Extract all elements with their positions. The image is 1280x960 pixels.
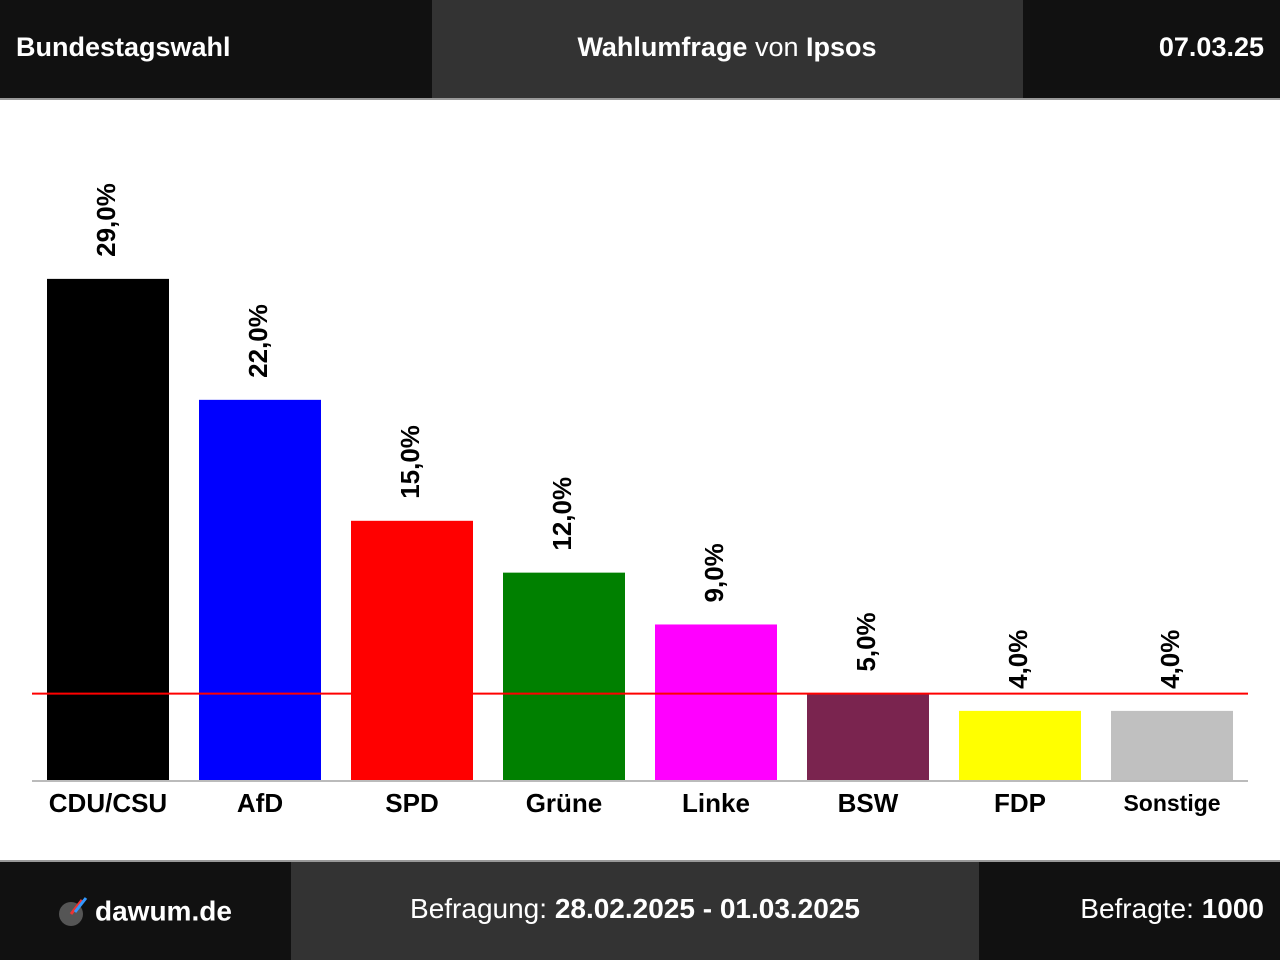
value-label: 9,0% bbox=[699, 543, 729, 602]
footer-border bbox=[0, 860, 1280, 862]
value-label: 15,0% bbox=[395, 425, 425, 499]
bar bbox=[199, 399, 321, 780]
header-title: Wahlumfrage von Ipsos bbox=[577, 32, 876, 62]
sample-label: Befragte: bbox=[1080, 893, 1194, 924]
x-tick-label: AfD bbox=[237, 788, 283, 818]
title-mid: von bbox=[755, 32, 799, 62]
x-tick-label: FDP bbox=[994, 788, 1046, 818]
period-label: Befragung: bbox=[410, 893, 547, 924]
header-left: Bundestagswahl bbox=[16, 32, 231, 62]
header-date: 07.03.25 bbox=[1159, 32, 1264, 62]
value-label: 4,0% bbox=[1155, 630, 1185, 689]
x-tick-label: Sonstige bbox=[1123, 790, 1220, 816]
bar bbox=[959, 710, 1081, 780]
x-tick-label: BSW bbox=[838, 788, 899, 818]
logo-icon bbox=[59, 897, 88, 926]
bar bbox=[47, 278, 169, 780]
footer-sample: Befragte: 1000 bbox=[1080, 893, 1264, 924]
bar bbox=[807, 693, 929, 780]
footer-mid-bg bbox=[291, 862, 979, 960]
value-label: 22,0% bbox=[243, 304, 273, 378]
title-source: Ipsos bbox=[806, 32, 877, 62]
period-value: 28.02.2025 - 01.03.2025 bbox=[555, 893, 860, 924]
sample-value: 1000 bbox=[1202, 893, 1264, 924]
footer-right-bg bbox=[979, 862, 1280, 960]
plot: 29,0% CDU/CSU 22,0% AfD 15,0% SPD 12,0% Grüne 9,… bbox=[32, 183, 1248, 818]
title-bold: Wahlumfrage bbox=[577, 32, 747, 62]
x-tick-label: CDU/CSU bbox=[49, 788, 167, 818]
value-label: 12,0% bbox=[547, 477, 577, 551]
header-mid-bg bbox=[432, 0, 1023, 98]
header-right-bg bbox=[1023, 0, 1280, 98]
value-label: 4,0% bbox=[1003, 630, 1033, 689]
x-tick-label: Grüne bbox=[526, 788, 603, 818]
bar bbox=[1111, 710, 1233, 780]
bar bbox=[503, 572, 625, 780]
bar bbox=[655, 624, 777, 780]
header-left-bg bbox=[0, 0, 432, 98]
footer-left-bg bbox=[0, 862, 291, 960]
value-label: 5,0% bbox=[851, 612, 881, 671]
header-border bbox=[0, 98, 1280, 100]
x-tick-label: Linke bbox=[682, 788, 750, 818]
x-tick-label: SPD bbox=[385, 788, 438, 818]
value-label: 29,0% bbox=[91, 183, 121, 257]
footer-period: Befragung: 28.02.2025 - 01.03.2025 bbox=[410, 893, 860, 924]
footer-site: dawum.de bbox=[95, 895, 232, 926]
bar bbox=[351, 520, 473, 780]
